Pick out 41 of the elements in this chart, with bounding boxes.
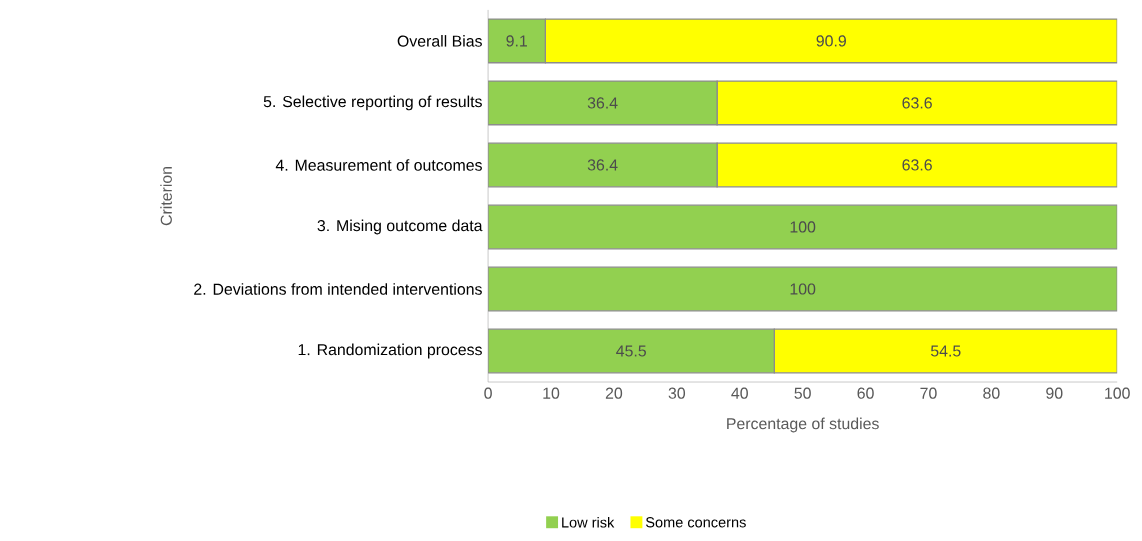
- x-tick-label: 100: [1105, 387, 1130, 399]
- bar: [488, 142, 718, 188]
- y-tick-label: 1. Randomization process: [298, 343, 482, 359]
- y-tick-label: 3. Mising outcome data: [317, 219, 483, 235]
- x-tick-label: 20: [605, 387, 623, 399]
- bar: [716, 142, 1118, 188]
- legend-label: Some concerns: [645, 517, 746, 528]
- x-tick-label: 30: [668, 387, 686, 399]
- data-label: 63.6: [902, 97, 932, 109]
- bar: [488, 266, 1118, 312]
- x-tick-label: 0: [484, 387, 492, 399]
- x-tick-label: 60: [857, 387, 874, 399]
- x-tick-label: 90: [1046, 387, 1063, 399]
- data-label: 90.9: [816, 35, 846, 47]
- data-label: 63.6: [902, 159, 932, 171]
- y-axis-title: Criterion: [160, 167, 172, 226]
- bar: [716, 80, 1118, 126]
- bar: [488, 18, 546, 64]
- data-label: 9.1: [506, 35, 527, 47]
- legend-label: Low risk: [562, 517, 615, 528]
- data-label: 45.5: [616, 345, 646, 357]
- x-axis-title: Percentage of studies: [727, 417, 879, 433]
- y-tick-label: Overall Bias: [397, 35, 482, 47]
- bar: [488, 80, 718, 126]
- y-tick-label: 4. Measurement of outcomes: [275, 159, 482, 171]
- x-tick-label: 40: [731, 387, 748, 399]
- bar: [488, 204, 1118, 250]
- data-label: 36.4: [587, 97, 618, 109]
- data-label: 36.4: [587, 159, 618, 171]
- y-tick-label: 5. Selective reporting of results: [263, 95, 482, 111]
- x-tick-label: 80: [983, 387, 1000, 399]
- data-label: 100: [790, 221, 816, 233]
- x-tick-label: 10: [543, 387, 560, 399]
- y-tick-label: 2. Deviations from intended interventions: [194, 283, 482, 295]
- data-label: 100: [790, 283, 816, 295]
- x-tick-label: 50: [794, 387, 811, 399]
- x-tick-label: 70: [920, 387, 937, 399]
- bar: [488, 328, 775, 374]
- bar: [544, 18, 1118, 64]
- bar: [773, 328, 1118, 374]
- data-label: 54.5: [930, 345, 961, 357]
